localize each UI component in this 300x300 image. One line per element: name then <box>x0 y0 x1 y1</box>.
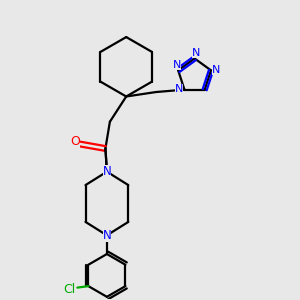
Text: Cl: Cl <box>64 283 76 296</box>
Text: O: O <box>70 135 80 148</box>
Text: N: N <box>103 229 111 242</box>
Text: N: N <box>175 84 183 94</box>
Text: N: N <box>172 60 181 70</box>
Text: N: N <box>192 48 200 58</box>
Text: N: N <box>212 65 220 75</box>
Text: N: N <box>103 165 111 178</box>
